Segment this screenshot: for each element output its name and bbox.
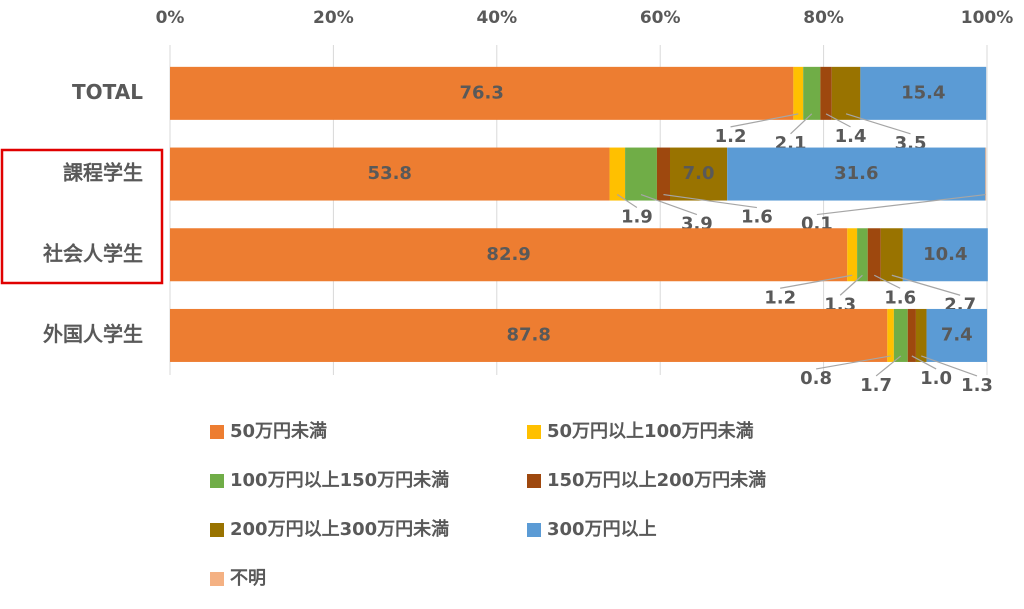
bar-segment <box>609 147 626 201</box>
x-tick-label: 80% <box>803 8 844 28</box>
category-label: 社会人学生 <box>42 241 143 265</box>
legend-swatch <box>527 523 541 537</box>
data-label: 76.3 <box>459 82 503 103</box>
legend-label: 200万円以上300万円未満 <box>230 518 449 540</box>
data-label: 1.2 <box>715 126 747 147</box>
bar-segment <box>170 228 848 282</box>
bar-segment <box>803 66 821 120</box>
leader-line <box>790 113 813 135</box>
bar-segment <box>727 147 986 201</box>
bar-segment <box>793 66 804 120</box>
data-label: 1.6 <box>884 287 916 308</box>
x-tick-label: 0% <box>156 8 185 28</box>
x-tick-label: 20% <box>313 8 354 28</box>
data-label: 87.8 <box>506 324 550 345</box>
bar-segment <box>625 147 657 201</box>
legend-label: 50万円未満 <box>230 420 327 442</box>
data-label: 31.6 <box>834 163 878 184</box>
leader-line <box>921 355 978 377</box>
highlight-box <box>0 148 164 285</box>
bar-segment <box>880 228 903 282</box>
bar-segment <box>820 66 832 120</box>
category-label: TOTAL <box>72 80 143 104</box>
legend-label: 50万円以上100万円未満 <box>547 420 754 442</box>
legend-swatch <box>527 474 541 488</box>
leader-line <box>839 274 863 296</box>
bar-segment <box>926 308 987 362</box>
leader-line <box>780 274 853 289</box>
bar-segment <box>887 308 894 362</box>
leader-line <box>816 193 986 216</box>
bar-segment <box>170 308 888 362</box>
bar-segment <box>170 147 610 201</box>
data-label: 7.4 <box>941 324 973 345</box>
leader-line <box>845 113 911 135</box>
bar-segment <box>857 228 868 282</box>
leader-line <box>873 274 901 289</box>
category-label: 課程学生 <box>63 161 143 185</box>
bar-segment <box>860 66 987 120</box>
leader-line <box>730 113 799 128</box>
bar-segment <box>915 308 927 362</box>
leader-line <box>825 113 851 128</box>
legend-label: 300万円以上 <box>547 519 657 540</box>
data-label: 1.2 <box>764 287 796 308</box>
legend-swatch <box>210 425 224 439</box>
bar-segment <box>893 308 908 362</box>
data-label: 82.9 <box>486 244 530 265</box>
legend-label: 150万円以上200万円未満 <box>547 469 766 491</box>
data-label: 53.8 <box>368 163 412 184</box>
legend-swatch <box>210 572 224 586</box>
legend-swatch <box>527 425 541 439</box>
x-tick-label: 60% <box>640 8 681 28</box>
legend-swatch <box>210 474 224 488</box>
leader-line <box>891 274 961 296</box>
bar-segment <box>867 228 881 282</box>
legend-swatch <box>210 523 224 537</box>
bar-segment <box>985 147 987 201</box>
bar-segment <box>670 147 728 201</box>
leader-line <box>911 355 937 370</box>
data-label: 15.4 <box>901 82 945 103</box>
bar-segment <box>907 308 916 362</box>
data-label: 10.4 <box>923 244 967 265</box>
leader-line <box>616 194 638 209</box>
data-label: 0.8 <box>800 368 832 389</box>
data-label: 1.9 <box>621 207 653 228</box>
bar-segment <box>170 66 794 120</box>
bar-segment <box>902 228 988 282</box>
leader-line <box>816 355 891 370</box>
x-tick-label: 100% <box>961 8 1014 28</box>
data-label: 1.4 <box>835 126 867 147</box>
category-label: 外国人学生 <box>43 322 143 346</box>
data-label: 1.0 <box>920 368 952 389</box>
bar-segment <box>847 228 858 282</box>
bar-segment <box>656 147 671 201</box>
leader-line <box>640 193 698 216</box>
data-label: 1.6 <box>741 207 773 228</box>
bar-segment <box>831 66 861 120</box>
legend-label: 不明 <box>230 568 266 589</box>
data-label: 7.0 <box>683 163 715 184</box>
leader-line <box>875 355 902 377</box>
leader-line <box>663 193 757 209</box>
data-label: 1.3 <box>961 375 993 396</box>
data-label: 1.7 <box>860 375 892 396</box>
x-tick-label: 40% <box>476 8 517 28</box>
legend-label: 100万円以上150万円未満 <box>230 469 449 491</box>
